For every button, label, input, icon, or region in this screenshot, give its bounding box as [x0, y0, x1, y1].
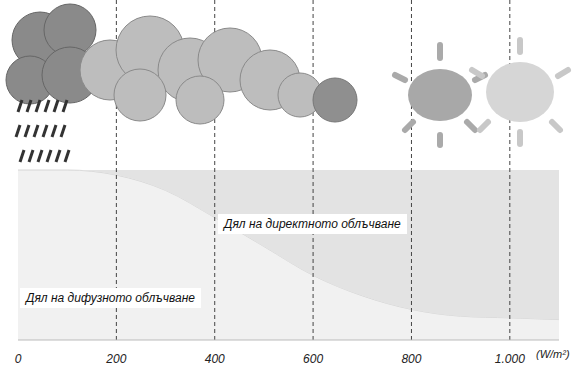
svg-text:1.000: 1.000 — [495, 352, 525, 366]
svg-text:800: 800 — [401, 352, 421, 366]
svg-text:200: 200 — [105, 352, 126, 366]
svg-text:400: 400 — [205, 352, 225, 366]
svg-text:600: 600 — [303, 352, 323, 366]
html-text:Дял на дифузното облъчване: Дял на дифузното облъчване — [26, 291, 195, 305]
html-text:Дял на директното облъчване: Дял на директното облъчване — [224, 217, 401, 231]
html-text:(W/m²): (W/m²) — [536, 348, 570, 360]
svg-text:0: 0 — [15, 352, 22, 366]
